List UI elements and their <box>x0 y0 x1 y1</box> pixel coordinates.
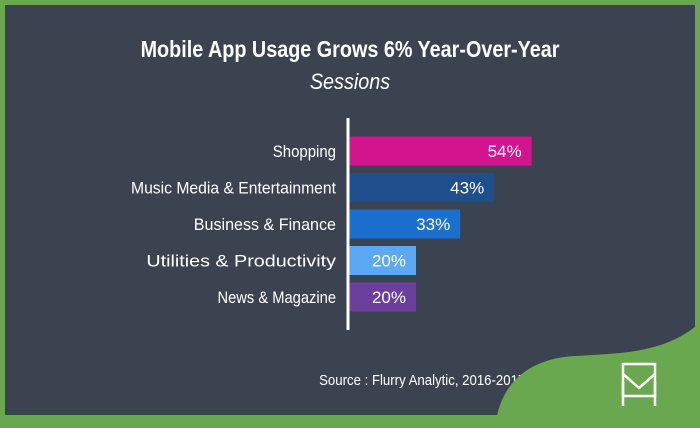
value-label-0: 54% <box>488 142 522 161</box>
brand-logo-icon <box>495 322 700 428</box>
category-label-4: News & Magazine <box>218 288 337 307</box>
logo-background-shape <box>495 322 700 428</box>
chart-canvas: Mobile App Usage Grows 6% Year-Over-Year… <box>5 5 695 415</box>
category-label-1: Music Media & Entertainment <box>131 179 336 198</box>
category-label-3: Utilities & Productivity <box>146 252 336 271</box>
bar-4 <box>348 282 416 312</box>
bar-2 <box>348 209 461 239</box>
value-label-1: 43% <box>450 179 484 198</box>
source-note: Source : Flurry Analytic, 2016-2017 <box>318 372 525 389</box>
bar-0 <box>348 136 532 166</box>
value-label-4: 20% <box>372 288 406 307</box>
chart-title: Mobile App Usage Grows 6% Year-Over-Year <box>140 36 560 62</box>
value-label-3: 20% <box>372 252 406 271</box>
bar-chart: Shopping 54% Music Media & Entertainment 43… <box>131 118 532 330</box>
value-label-2: 33% <box>416 215 450 234</box>
chart-subtitle: Sessions <box>309 69 391 94</box>
bar-1 <box>348 173 495 202</box>
category-label-2: Business & Finance <box>194 215 336 234</box>
logo-mark <box>621 362 657 406</box>
category-label-0: Shopping <box>273 142 336 161</box>
bar-3 <box>348 246 416 275</box>
